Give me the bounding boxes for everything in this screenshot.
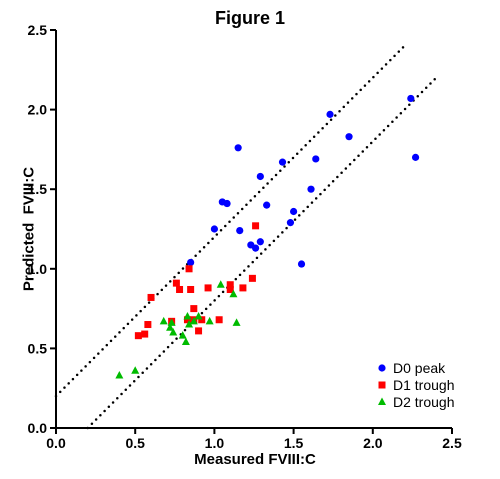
data-point: [198, 316, 206, 324]
data-point: [252, 222, 260, 230]
data-point: [407, 94, 415, 103]
data-point: [195, 327, 203, 335]
data-point: [166, 323, 175, 331]
data-point: [144, 321, 152, 329]
data-point: [131, 366, 140, 374]
data-point: [183, 312, 192, 320]
data-point: [189, 316, 198, 325]
data-point: [411, 153, 420, 161]
x-tick-label: 0.0: [46, 435, 66, 451]
data-point: [248, 274, 256, 282]
data-point: [229, 289, 238, 298]
data-point: [210, 225, 218, 233]
data-point: [169, 327, 178, 336]
reference-line: [86, 76, 438, 430]
data-point: [159, 316, 168, 325]
data-point: [215, 316, 223, 324]
y-tick-label: 1.0: [28, 261, 48, 277]
data-point: [185, 320, 194, 328]
chart-title: Figure 1: [214, 8, 285, 28]
y-tick-label: 0.0: [28, 420, 48, 436]
data-point: [176, 285, 184, 293]
data-point: [232, 318, 241, 326]
data-point: [167, 318, 176, 326]
data-point: [187, 258, 195, 267]
y-tick-label: 1.5: [28, 181, 48, 197]
data-point: [263, 201, 271, 209]
data-point: [234, 144, 242, 152]
data-point: [290, 207, 298, 216]
data-point: [204, 284, 212, 292]
data-point: [147, 293, 155, 301]
x-tick-label: 1.5: [284, 435, 304, 451]
legend-marker: [378, 397, 386, 405]
x-tick-label: 2.0: [363, 435, 383, 451]
y-tick-label: 2.5: [28, 22, 48, 38]
legend-label: D2 trough: [393, 394, 454, 410]
data-point: [183, 316, 191, 324]
data-point: [134, 332, 142, 340]
data-point: [187, 285, 195, 293]
y-tick-label: 2.0: [28, 102, 48, 118]
data-point: [251, 244, 260, 252]
data-point: [297, 260, 306, 268]
x-tick-label: 2.5: [442, 435, 462, 451]
data-point: [190, 305, 198, 313]
data-point: [286, 219, 295, 227]
x-tick-label: 0.5: [125, 435, 145, 451]
data-point: [256, 238, 264, 246]
legend-label: D0 peak: [393, 360, 446, 376]
x-axis-label: Measured FVIII:C: [194, 451, 316, 468]
legend-label: D1 trough: [393, 377, 454, 393]
data-point: [312, 155, 320, 163]
legend-marker: [378, 381, 386, 389]
data-point: [185, 265, 193, 273]
data-point: [172, 279, 180, 287]
data-point: [178, 331, 187, 339]
data-point: [239, 284, 247, 292]
data-point: [307, 185, 315, 193]
x-tick-label: 1.0: [205, 435, 225, 451]
data-point: [216, 280, 225, 288]
data-point: [326, 110, 334, 118]
data-point: [226, 281, 234, 289]
legend-marker: [378, 364, 386, 372]
reference-line: [54, 44, 406, 398]
data-point: [223, 199, 231, 208]
data-point: [194, 312, 203, 320]
data-point: [226, 285, 234, 293]
data-point: [256, 172, 264, 181]
y-tick-label: 0.5: [28, 340, 48, 356]
data-point: [181, 337, 190, 346]
data-point: [141, 330, 149, 338]
data-point: [345, 133, 353, 141]
data-point: [236, 226, 244, 235]
data-point: [115, 370, 124, 379]
data-point: [278, 158, 287, 166]
data-point: [205, 316, 214, 325]
